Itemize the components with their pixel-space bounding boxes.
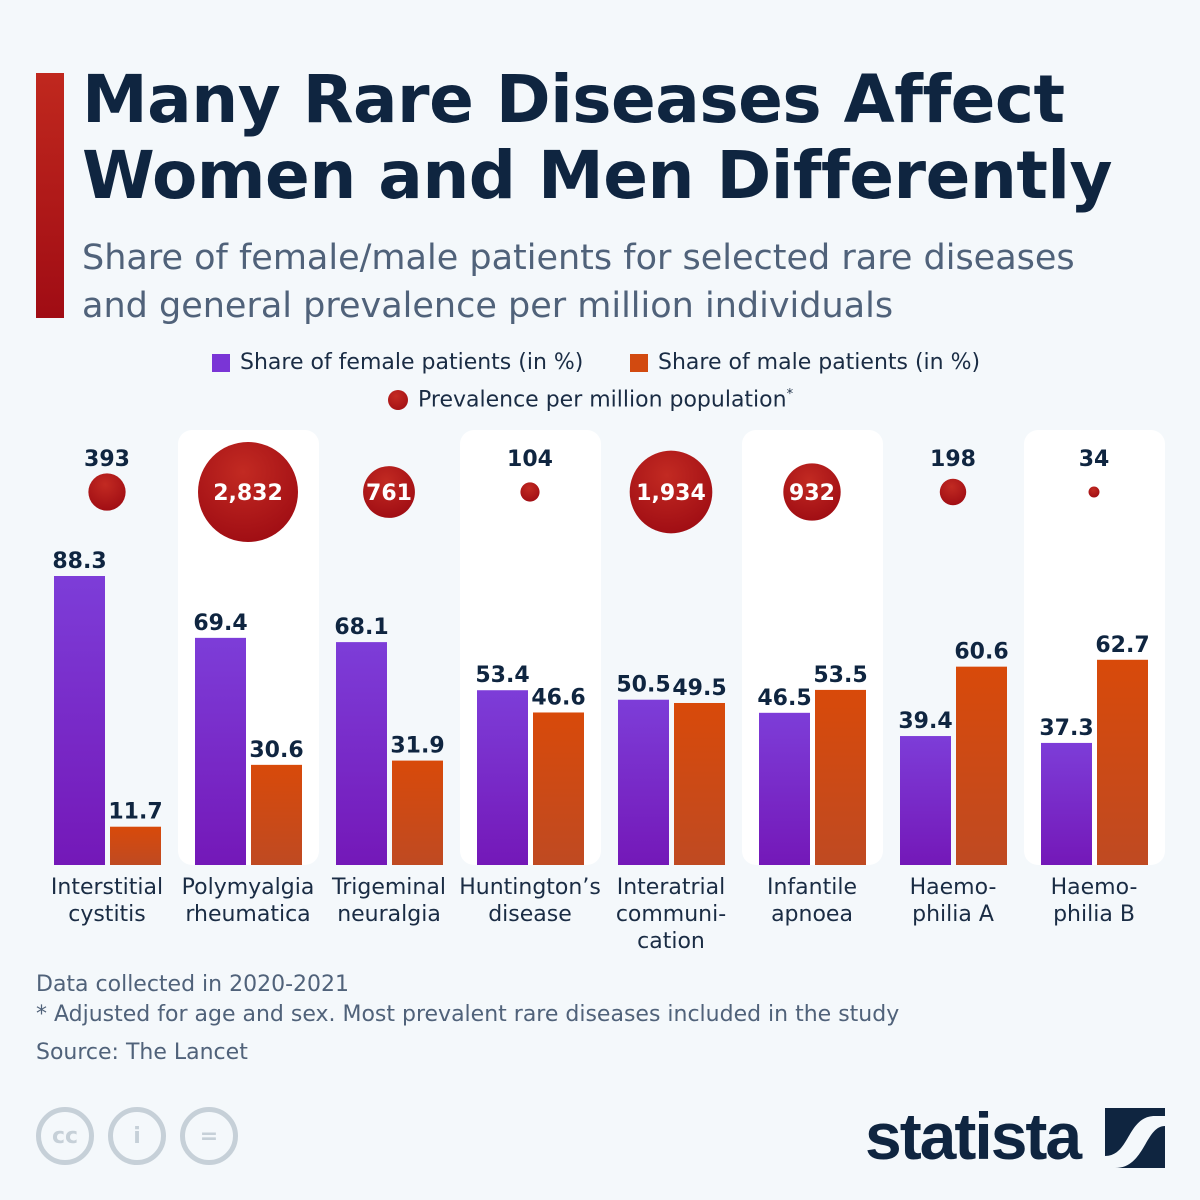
male-bar [251, 764, 302, 865]
male-bar [392, 760, 443, 865]
female-bar [1041, 742, 1092, 865]
female-bar [336, 642, 387, 865]
category-label: Polymyalgia [182, 875, 315, 900]
female-bar [54, 576, 105, 865]
category-label: Interstitial [51, 875, 163, 900]
male-value-label: 53.5 [813, 663, 867, 688]
female-value-label: 37.3 [1039, 716, 1093, 741]
prevalence-bubble [939, 478, 967, 506]
category-label: cation [637, 929, 705, 954]
category-label: Trigeminal [331, 875, 446, 900]
male-bar [110, 826, 161, 865]
category-label: Huntington’s [459, 875, 601, 900]
prevalence-bubble [88, 473, 126, 511]
category-label: philia B [1053, 902, 1135, 927]
legend-male: Share of male patients (in %) [630, 350, 980, 375]
prevalence-label: 1,934 [636, 481, 706, 506]
female-bar [618, 699, 669, 865]
legend-dot [388, 389, 408, 410]
legend-label: Share of female patients (in %) [240, 350, 584, 375]
legend-swatch [212, 353, 230, 372]
prevalence-label: 198 [930, 447, 976, 472]
female-value-label: 39.4 [898, 709, 952, 734]
category-label: philia A [912, 902, 994, 927]
accent-bar [36, 73, 64, 318]
logo-text: statista [865, 1099, 1082, 1173]
category-label: rheumatica [185, 902, 310, 927]
category-label: Haemo- [910, 875, 997, 900]
legend-prevalence: Prevalence per million population* [388, 387, 793, 412]
chart-title: Many Rare Diseases Affect Women and Men D… [82, 61, 1113, 214]
source: Source: The Lancet [36, 1040, 248, 1065]
female-value-label: 53.4 [475, 663, 529, 688]
male-bar [533, 712, 584, 865]
female-value-label: 88.3 [52, 549, 106, 574]
prevalence-label: 34 [1079, 447, 1110, 472]
prevalence-bubble [198, 442, 298, 542]
male-value-label: 60.6 [954, 640, 1008, 665]
category-label: communi- [616, 902, 726, 927]
female-value-label: 46.5 [757, 686, 811, 711]
statista-logo-icon [1105, 1108, 1165, 1168]
prevalence-bubble [1088, 486, 1100, 498]
male-value-label: 49.5 [672, 676, 726, 701]
male-bar [956, 666, 1007, 865]
prevalence-bubble [783, 463, 841, 521]
prevalence-bubble [363, 466, 415, 518]
female-value-label: 68.1 [334, 615, 388, 640]
title-line: Women and Men Differently [82, 137, 1113, 214]
attribution-icon: i [108, 1107, 166, 1165]
prevalence-label: 393 [84, 447, 130, 472]
male-value-label: 11.7 [108, 800, 162, 825]
male-value-label: 46.6 [531, 685, 585, 710]
prevalence-label: 104 [507, 447, 553, 472]
category-label: disease [488, 902, 572, 927]
cc-icon: cc [36, 1107, 94, 1165]
female-value-label: 69.4 [193, 611, 247, 636]
footer-note: * Adjusted for age and sex. Most prevale… [36, 1002, 900, 1027]
legend-female: Share of female patients (in %) [212, 350, 583, 375]
male-bar [674, 702, 725, 865]
legend-swatch [630, 353, 648, 372]
female-bar [900, 736, 951, 865]
chart-subtitle: Share of female/male patients for select… [82, 234, 1075, 330]
prevalence-bubble [629, 450, 713, 534]
subtitle-line: and general prevalence per million indiv… [82, 286, 894, 326]
prevalence-bubble [520, 482, 540, 502]
category-label: neuralgia [337, 902, 441, 927]
no-derivatives-icon: = [180, 1107, 238, 1165]
category-label: apnoea [771, 902, 853, 927]
prevalence-label: 932 [789, 481, 835, 506]
prevalence-label: 761 [366, 481, 412, 506]
male-bar [1097, 659, 1148, 865]
footnote-mark: * [786, 387, 794, 402]
subtitle-line: Share of female/male patients for select… [82, 238, 1075, 278]
female-bar [195, 637, 246, 865]
statista-logo: statista [865, 1098, 1165, 1174]
category-label: Haemo- [1051, 875, 1138, 900]
male-value-label: 30.6 [249, 738, 303, 763]
title-line: Many Rare Diseases Affect [82, 61, 1065, 138]
category-label: cystitis [68, 902, 146, 927]
footer-note: Data collected in 2020-2021 [36, 972, 350, 997]
female-bar [477, 690, 528, 865]
male-value-label: 62.7 [1095, 633, 1149, 658]
category-label: Interatrial [617, 875, 726, 900]
male-value-label: 31.9 [390, 734, 444, 759]
legend-label: Prevalence per million population [418, 387, 787, 413]
prevalence-label: 2,832 [213, 481, 283, 506]
category-label: Infantile [767, 875, 857, 900]
male-bar [815, 689, 866, 865]
legend-label: Share of male patients (in %) [658, 350, 981, 375]
female-bar [759, 712, 810, 865]
female-value-label: 50.5 [616, 673, 670, 698]
